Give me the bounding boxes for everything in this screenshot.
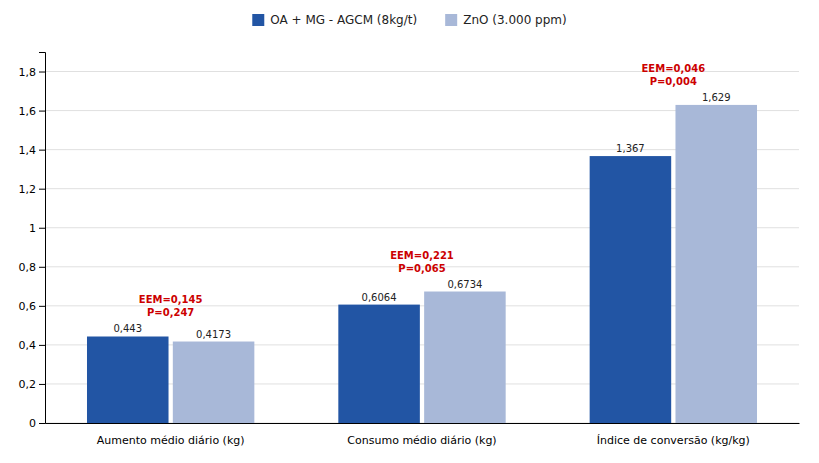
legend-label: OA + MG - AGCM (8kg/t)	[270, 13, 417, 27]
series-bars	[173, 105, 757, 423]
bar	[338, 305, 420, 423]
y-tick-label: 0,2	[19, 378, 37, 391]
data-label: 0,4173	[196, 329, 231, 340]
chart: 0 0,2 0,4 0,6 0,8 1 1,2 1,4 1,6 1,8 Aumento médio …	[0, 0, 819, 463]
y-tick-mark	[39, 423, 45, 424]
y-tick-mark	[39, 150, 45, 151]
annotation: EEM=0,046 P=0,004	[642, 63, 706, 87]
y-tick-mark	[39, 111, 45, 112]
y-tick-mark	[39, 384, 45, 385]
y-tick-label: 0	[29, 417, 36, 430]
x-tick-label: Consumo médio diário (kg)	[347, 434, 496, 447]
plot: 0 0,2 0,4 0,6 0,8 1 1,2 1,4 1,6 1,8 Aumento médio …	[19, 53, 800, 448]
annotations: EEM=0,145 P=0,247 EEM=0,221 P=0,065 EEM=0,04…	[139, 63, 705, 319]
y-axis-line	[39, 53, 46, 424]
annotation-line: EEM=0,221	[390, 250, 454, 261]
y-tick: 0,2	[19, 378, 46, 391]
legend-swatch	[252, 14, 264, 26]
y-tick-label: 0,8	[19, 261, 37, 274]
y-tick-mark	[39, 228, 45, 229]
y-tick-mark	[39, 306, 45, 307]
y-tick-label: 1,4	[19, 144, 37, 157]
bar	[87, 336, 169, 423]
annotation-line: P=0,065	[398, 263, 445, 274]
bar	[173, 342, 255, 423]
data-label: 0,6064	[362, 292, 397, 303]
y-tick: 1,2	[19, 183, 46, 196]
grid	[45, 72, 799, 423]
y-tick: 1,6	[19, 105, 46, 118]
data-label: 1,629	[702, 92, 731, 103]
annotation-line: EEM=0,145	[139, 294, 203, 305]
legend-item: OA + MG - AGCM (8kg/t)	[252, 13, 417, 27]
bar	[590, 156, 672, 423]
y-tick: 1,8	[19, 66, 46, 79]
legend-item: ZnO (3.000 ppm)	[445, 13, 567, 27]
x-axis: Aumento médio diário (kg) Consumo médio d…	[46, 424, 800, 448]
y-tick: 0,4	[19, 339, 46, 352]
legend-swatch	[445, 14, 457, 26]
y-tick-mark	[39, 267, 45, 268]
y-tick: 1,4	[19, 144, 46, 157]
data-label: 0,443	[113, 323, 142, 334]
y-tick-label: 1,2	[19, 183, 37, 196]
y-tick-label: 0,6	[19, 300, 37, 313]
bar	[424, 292, 506, 423]
y-tick-mark	[39, 345, 45, 346]
bar	[675, 105, 757, 423]
data-label: 0,6734	[447, 279, 482, 290]
annotation: EEM=0,221 P=0,065	[390, 250, 454, 274]
annotation-line: EEM=0,046	[642, 63, 706, 74]
y-tick-mark	[39, 189, 45, 190]
y-tick-label: 1	[29, 222, 36, 235]
annotation-line: P=0,247	[147, 307, 194, 318]
x-tick-label: Índice de conversão (kg/kg)	[597, 434, 750, 447]
bars	[87, 105, 757, 423]
y-tick-label: 0,4	[19, 339, 37, 352]
y-tick-label: 1,8	[19, 66, 37, 79]
x-tick-label: Aumento médio diário (kg)	[97, 434, 245, 447]
x-tick: Consumo médio diário (kg)	[347, 434, 496, 447]
x-tick: Aumento médio diário (kg)	[97, 434, 245, 447]
x-axis-line	[46, 423, 800, 424]
legend: OA + MG - AGCM (8kg/t) ZnO (3.000 ppm)	[252, 13, 566, 27]
value-labels: 0,443 0,6064 1,367 0,4173 0,6734 1,629	[113, 92, 730, 340]
data-label: 1,367	[616, 143, 645, 154]
y-tick-label: 1,6	[19, 105, 37, 118]
x-tick: Índice de conversão (kg/kg)	[597, 434, 750, 447]
y-tick: 0	[29, 417, 45, 430]
annotation: EEM=0,145 P=0,247	[139, 294, 203, 318]
legend-label: ZnO (3.000 ppm)	[463, 13, 567, 27]
y-axis: 0 0,2 0,4 0,6 0,8 1 1,2 1,4 1,6 1,8	[19, 53, 46, 431]
y-tick: 0,8	[19, 261, 46, 274]
y-tick-mark	[39, 72, 45, 73]
y-tick: 0,6	[19, 300, 46, 313]
annotation-line: P=0,004	[650, 76, 697, 87]
y-tick: 1	[29, 222, 45, 235]
series-bars	[87, 156, 671, 423]
